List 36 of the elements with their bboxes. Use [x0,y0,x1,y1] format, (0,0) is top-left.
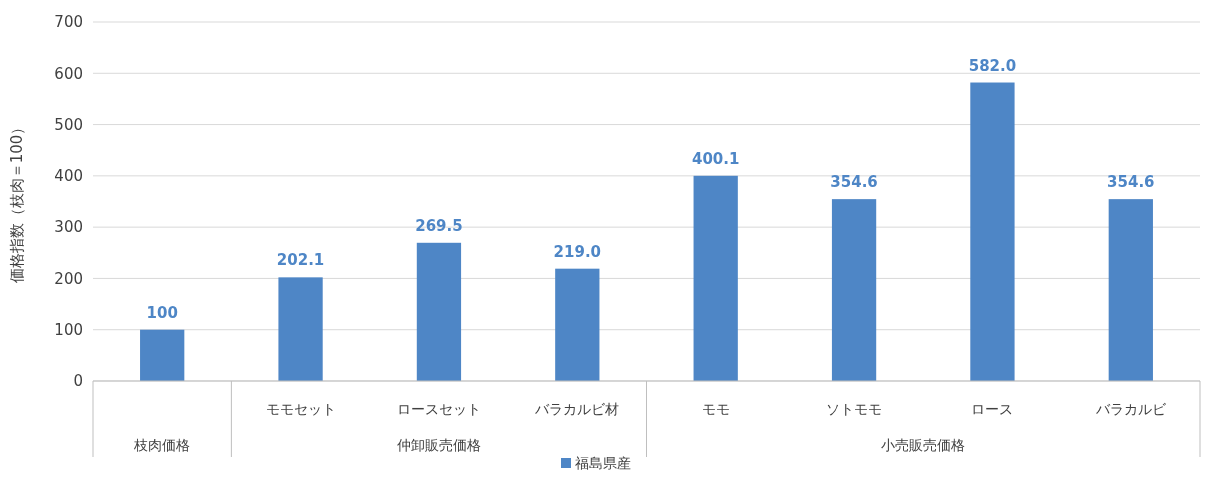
y-tick-label: 300 [54,218,83,237]
x-tick-label: ソトモモ [826,400,883,417]
bar [693,175,738,381]
y-tick-label: 600 [54,64,83,83]
data-label: 269.5 [415,216,463,235]
x-tick-label: ロース [971,400,1014,417]
legend-label: 福島県産 [575,454,631,471]
bar [831,199,877,381]
y-tick-label: 400 [54,167,83,186]
y-tick-label: 0 [73,372,83,391]
x-tick-label: モモ [701,400,730,417]
data-label: 582.0 [968,56,1017,75]
data-label: 202.1 [276,251,325,270]
y-tick-label: 500 [54,115,83,134]
y-tick-label: 100 [54,320,83,339]
x-tick-label: モモセット [265,400,336,417]
y-tick-label: 200 [54,269,83,288]
y-axis-title: 価格指数（枝肉＝100） [8,119,26,284]
y-tick-label: 700 [54,13,83,32]
text: 小売販売価格 [881,436,966,453]
data-label: 354.6 [830,173,878,192]
data-label: 400.1 [691,149,740,168]
x-tick-label: バラカルビ [1094,400,1167,417]
text: 枝肉価格 [133,436,191,453]
bar [555,268,600,381]
text: 仲卸販売価格 [396,436,481,453]
x-tick-label: ロースセット [396,400,481,417]
x-tick-label: バラカルビ材 [534,400,620,417]
data-label: 219.0 [553,242,602,261]
bar [970,82,1015,381]
bar [1108,199,1153,381]
data-label: 354.6 [1107,173,1155,192]
bar [140,329,185,381]
data-label: 100 [146,303,178,322]
bar [416,242,462,381]
bar [278,277,323,381]
